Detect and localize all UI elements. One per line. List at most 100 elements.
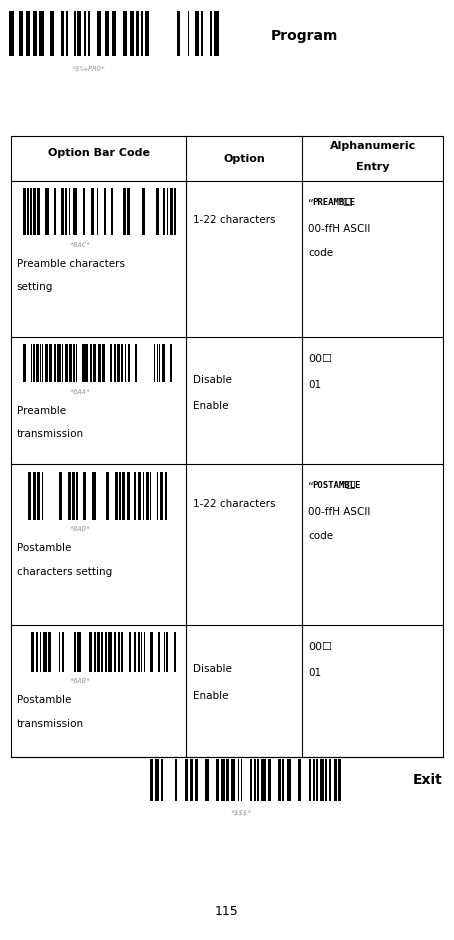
Bar: [119, 472, 121, 520]
Bar: [54, 189, 55, 235]
Bar: [72, 472, 75, 520]
Bar: [83, 472, 86, 520]
Bar: [59, 472, 62, 520]
Text: 00-ffH ASCII: 00-ffH ASCII: [308, 225, 370, 234]
Text: 01: 01: [308, 667, 321, 678]
Text: “: “: [308, 198, 314, 208]
Bar: [254, 759, 256, 801]
Bar: [145, 11, 148, 56]
Bar: [163, 189, 165, 235]
Bar: [105, 632, 107, 672]
Bar: [40, 344, 41, 383]
Bar: [60, 11, 64, 56]
Bar: [114, 344, 116, 383]
Text: PREAMBLE: PREAMBLE: [312, 198, 355, 207]
Bar: [101, 632, 103, 672]
Bar: [112, 11, 115, 56]
Text: Disable: Disable: [193, 375, 232, 384]
Bar: [69, 344, 72, 383]
Text: ”☐: ”☐: [340, 481, 356, 491]
Text: ”☐: ”☐: [337, 198, 353, 208]
Bar: [268, 759, 271, 801]
Text: 1-22 characters: 1-22 characters: [193, 499, 275, 509]
Text: *$%+PRO*: *$%+PRO*: [71, 66, 105, 71]
Bar: [117, 344, 119, 383]
Bar: [19, 11, 23, 56]
Bar: [142, 189, 145, 235]
Bar: [125, 344, 126, 383]
Bar: [97, 632, 100, 672]
Bar: [104, 11, 109, 56]
Text: setting: setting: [17, 282, 53, 292]
Bar: [9, 11, 14, 56]
Bar: [62, 344, 64, 383]
Bar: [155, 759, 159, 801]
Bar: [216, 759, 219, 801]
Bar: [156, 189, 159, 235]
Bar: [154, 344, 155, 383]
Bar: [144, 632, 145, 672]
Text: transmission: transmission: [17, 719, 84, 728]
Text: *8AC*: *8AC*: [70, 242, 91, 248]
Bar: [77, 632, 81, 672]
Bar: [150, 632, 153, 672]
Bar: [133, 472, 136, 520]
Bar: [174, 632, 176, 672]
Bar: [65, 344, 68, 383]
Bar: [262, 759, 266, 801]
Bar: [36, 632, 38, 672]
Bar: [118, 632, 119, 672]
Bar: [111, 189, 113, 235]
Bar: [69, 189, 70, 235]
Bar: [28, 472, 31, 520]
Bar: [31, 632, 34, 672]
Bar: [170, 344, 172, 383]
Bar: [54, 344, 56, 383]
Bar: [76, 344, 77, 383]
Bar: [141, 632, 142, 672]
Bar: [76, 472, 78, 520]
Bar: [37, 472, 40, 520]
Bar: [161, 759, 163, 801]
Bar: [123, 189, 126, 235]
Bar: [135, 344, 137, 383]
Text: *8AD*: *8AD*: [70, 526, 91, 532]
Bar: [250, 759, 252, 801]
Bar: [165, 472, 167, 520]
Bar: [298, 759, 301, 801]
Bar: [59, 632, 60, 672]
Bar: [89, 632, 90, 672]
Bar: [50, 11, 54, 56]
Bar: [94, 344, 96, 383]
Text: characters setting: characters setting: [17, 567, 112, 577]
Bar: [39, 11, 44, 56]
Text: code: code: [308, 248, 333, 258]
Text: Enable: Enable: [193, 401, 228, 411]
Bar: [133, 632, 135, 672]
Bar: [338, 759, 341, 801]
Text: transmission: transmission: [17, 430, 84, 439]
Bar: [177, 11, 180, 56]
Text: POSTAMBLE: POSTAMBLE: [312, 481, 361, 490]
Text: 115: 115: [215, 905, 239, 918]
Bar: [325, 759, 326, 801]
Bar: [162, 344, 165, 383]
Bar: [190, 759, 192, 801]
Bar: [159, 344, 160, 383]
Bar: [138, 632, 140, 672]
Bar: [88, 11, 90, 56]
Bar: [104, 189, 106, 235]
Bar: [65, 189, 67, 235]
Bar: [222, 759, 225, 801]
Bar: [166, 632, 168, 672]
Bar: [185, 759, 188, 801]
Bar: [232, 759, 235, 801]
Bar: [173, 189, 176, 235]
Bar: [138, 472, 141, 520]
Bar: [115, 472, 118, 520]
Bar: [98, 344, 100, 383]
Bar: [43, 632, 47, 672]
Bar: [33, 11, 37, 56]
Bar: [214, 11, 218, 56]
Bar: [23, 344, 26, 383]
